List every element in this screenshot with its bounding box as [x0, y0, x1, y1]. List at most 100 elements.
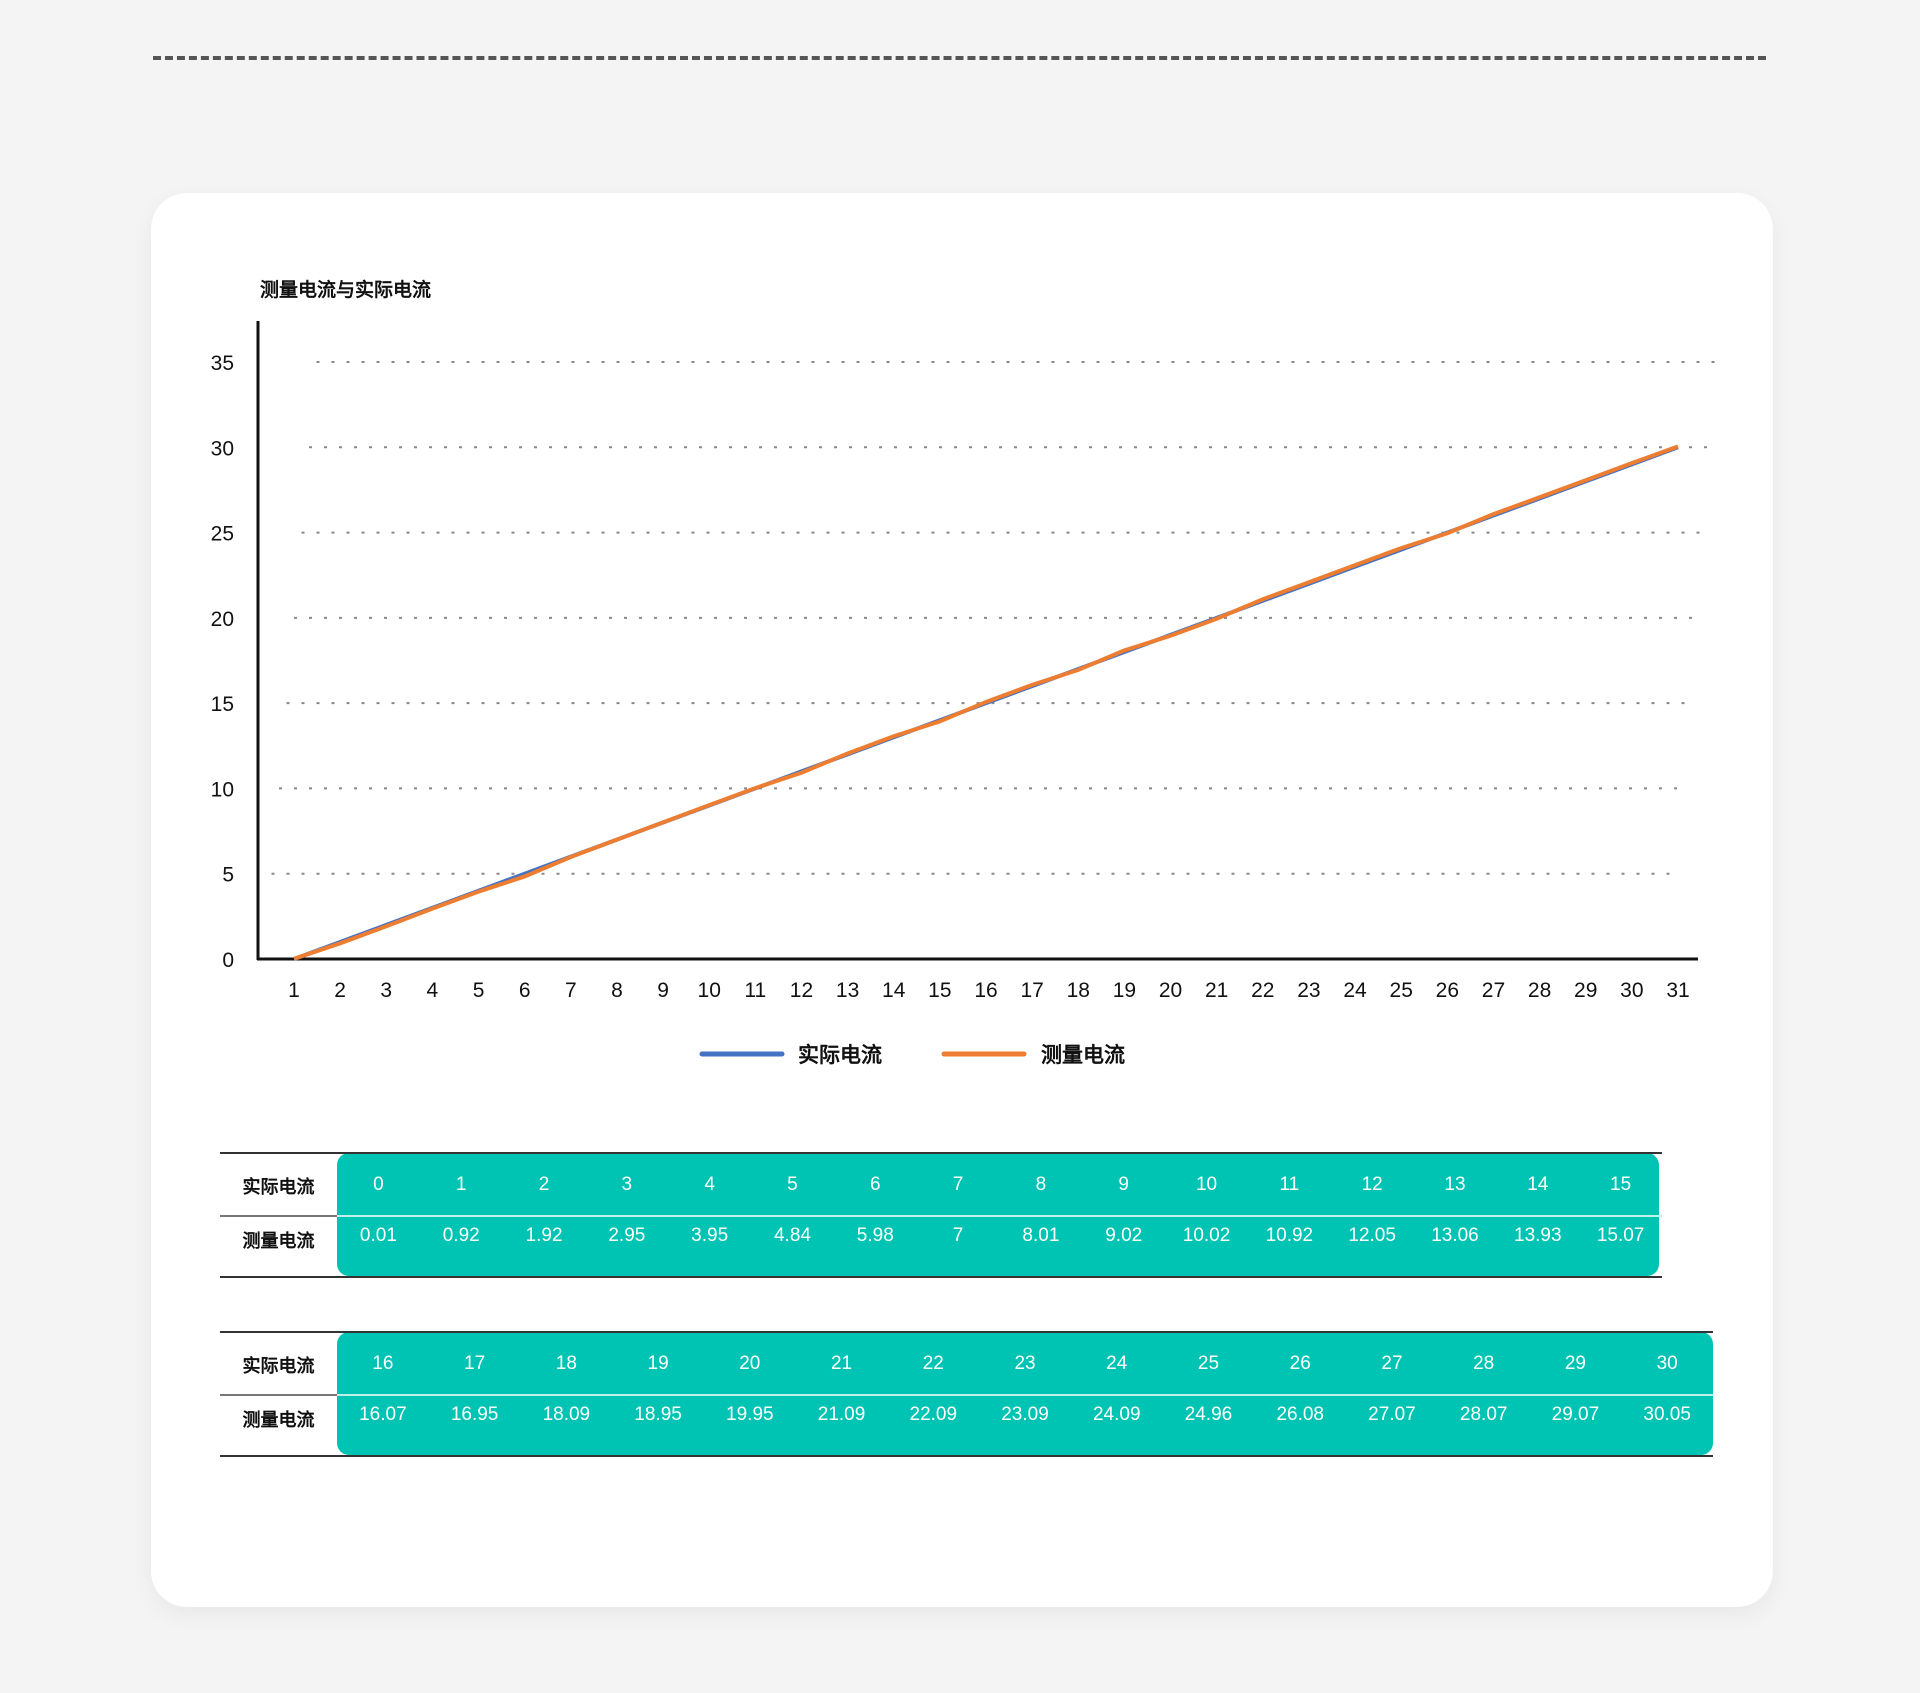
table-cell: 5.98 [856, 1225, 894, 1246]
table-top-rule [220, 1152, 1662, 1154]
table-cell: 10 [1195, 1174, 1218, 1195]
x-tick-label: 27 [1482, 979, 1505, 1002]
x-tick-label: 11 [744, 979, 766, 1002]
x-tick-label: 20 [1159, 979, 1182, 1002]
legend-label: 测量电流 [1041, 1043, 1125, 1067]
x-tick-label: 18 [1067, 979, 1090, 1002]
table-cell: 4.84 [773, 1225, 811, 1246]
table-cell: 11 [1279, 1174, 1300, 1195]
table-cell: 1 [455, 1174, 467, 1195]
table-cell: 18.09 [542, 1404, 591, 1425]
table-cell: 8 [1035, 1174, 1047, 1195]
table-cell: 12 [1361, 1174, 1383, 1195]
table-cell: 18 [555, 1353, 577, 1374]
table-cell: 29.07 [1551, 1404, 1600, 1425]
legend-label: 实际电流 [798, 1043, 882, 1067]
series-line-测量电流 [293, 444, 1679, 961]
table-cell: 14 [1527, 1174, 1549, 1195]
x-tick-label: 17 [1020, 979, 1043, 1002]
table-row-separator [337, 1394, 1713, 1396]
table-row-separator [337, 1215, 1662, 1217]
table-cell: 30.05 [1643, 1404, 1691, 1425]
table-cell: 23 [1014, 1353, 1036, 1374]
x-tick-label: 2 [334, 979, 346, 1002]
table-cell: 0.92 [442, 1225, 480, 1246]
x-tick-label: 26 [1436, 979, 1459, 1002]
y-tick-label: 0 [222, 949, 234, 972]
table-cell: 9.02 [1105, 1225, 1143, 1246]
table-cell: 23.09 [1001, 1404, 1049, 1425]
table-cell: 19.95 [726, 1404, 774, 1425]
table-cell: 27.07 [1368, 1404, 1416, 1425]
x-tick-label: 19 [1113, 979, 1136, 1002]
row-label-actual: 实际电流 [242, 1356, 315, 1376]
row-label-actual: 实际电流 [242, 1177, 315, 1197]
x-tick-label: 12 [790, 979, 813, 1002]
y-tick-label: 10 [211, 778, 234, 801]
row-label-measured: 测量电流 [242, 1410, 315, 1430]
x-tick-label: 8 [611, 979, 623, 1002]
x-tick-label: 22 [1251, 979, 1274, 1002]
table-cell: 2 [538, 1174, 550, 1195]
table-cell: 13.93 [1514, 1225, 1562, 1246]
y-tick-label: 20 [211, 608, 234, 631]
table-row-measured: 0.01 0.92 1.92 2.95 3.95 4.84 5.98 7 8.01 9.02 10.… [337, 1225, 1662, 1247]
row-label-measured: 测量电流 [242, 1231, 315, 1251]
table-cell: 29 [1564, 1353, 1586, 1374]
table-cell: 21.09 [817, 1404, 866, 1425]
table-cell: 16 [372, 1353, 394, 1374]
table-teal-background [337, 1153, 1659, 1276]
x-tick-label: 29 [1574, 979, 1597, 1002]
table-cell: 28 [1473, 1353, 1495, 1374]
x-tick-label: 3 [380, 979, 392, 1002]
table-cell: 19 [647, 1353, 669, 1374]
table-cell: 24 [1106, 1353, 1128, 1374]
table-row-actual: 0 1 2 3 4 5 6 7 8 9 10 11 12 13 14 15 [337, 1174, 1662, 1196]
x-tick-label: 23 [1297, 979, 1320, 1002]
x-tick-label: 9 [657, 979, 669, 1002]
table-cell: 1.92 [525, 1225, 563, 1246]
table-cell: 13.06 [1431, 1225, 1479, 1246]
y-tick-label: 30 [211, 437, 234, 460]
table-cell: 15 [1610, 1174, 1632, 1195]
table-row-measured: 16.07 16.95 18.09 18.95 19.95 21.09 22.09 23.09… [337, 1404, 1713, 1426]
table-cell: 17 [464, 1353, 486, 1374]
x-tick-label: 4 [427, 979, 439, 1002]
x-tick-label: 13 [836, 979, 859, 1002]
top-dashed-divider [153, 56, 1766, 60]
table-cell: 0 [373, 1174, 384, 1195]
table-cell: 21 [830, 1353, 853, 1374]
x-tick-label: 7 [565, 979, 577, 1002]
x-tick-label: 31 [1666, 979, 1689, 1002]
table-cell: 6 [869, 1174, 881, 1195]
table-cell: 4 [704, 1174, 715, 1195]
x-tick-label: 1 [288, 979, 300, 1002]
table-mid-rule [220, 1394, 337, 1396]
table-cell: 30 [1656, 1353, 1678, 1374]
table-cell: 26.08 [1276, 1404, 1324, 1425]
table-cell: 12.05 [1348, 1225, 1396, 1246]
table-cell: 5 [787, 1174, 798, 1195]
table-cell: 3.95 [691, 1225, 729, 1246]
x-tick-label: 5 [473, 979, 485, 1002]
table-cell: 28.07 [1459, 1404, 1508, 1425]
table-cell: 10.92 [1265, 1225, 1314, 1246]
x-tick-label: 30 [1620, 979, 1643, 1002]
table-cell: 22.09 [909, 1404, 958, 1425]
table-bottom-rule [220, 1276, 1662, 1278]
y-tick-label: 35 [211, 352, 234, 375]
table-mid-rule [220, 1215, 337, 1217]
table-cell: 7 [952, 1225, 964, 1246]
x-tick-label: 24 [1343, 979, 1367, 1002]
data-table-1: 实际电流 测量电流 0 1 2 3 4 5 6 7 8 9 10 11 12 13 14 15 0.01 0.9… [220, 1152, 1662, 1278]
table-row-actual: 16 17 18 19 20 21 22 23 24 25 26 27 28 29 30 [337, 1353, 1713, 1375]
x-tick-label: 28 [1528, 979, 1551, 1002]
y-tick-label: 15 [211, 693, 234, 716]
table-cell: 3 [621, 1174, 633, 1195]
table-cell: 27 [1381, 1353, 1403, 1374]
x-tick-label: 14 [882, 979, 906, 1002]
table-cell: 24.09 [1092, 1404, 1141, 1425]
table-cell: 20 [739, 1353, 761, 1374]
table-teal-background [337, 1332, 1713, 1455]
